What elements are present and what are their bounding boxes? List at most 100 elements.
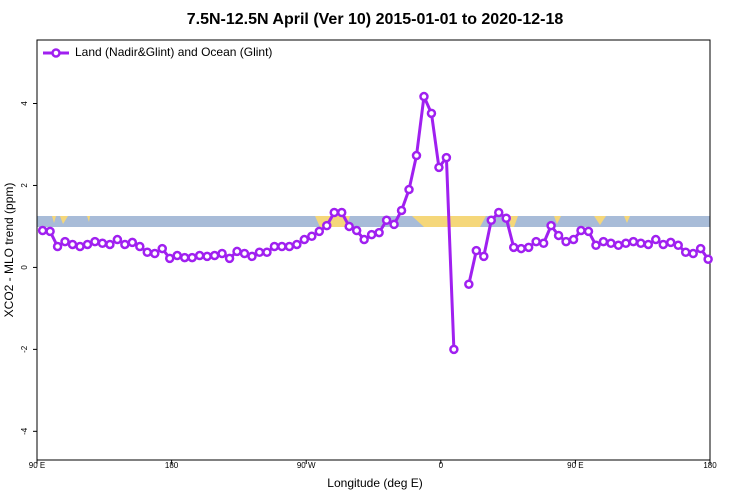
data-point xyxy=(97,238,108,248)
data-point xyxy=(628,236,639,247)
x-tick-label: 0 xyxy=(439,461,444,470)
data-point xyxy=(322,220,332,231)
y-tick-label: 4 xyxy=(20,101,29,106)
data-point xyxy=(82,239,93,250)
data-point xyxy=(494,207,504,218)
data-point xyxy=(374,227,384,238)
x-tick-label: 180 xyxy=(703,461,717,470)
data-point xyxy=(703,254,713,264)
data-point xyxy=(224,253,235,264)
data-point xyxy=(112,234,123,245)
data-point xyxy=(583,226,594,237)
data-point xyxy=(419,91,429,102)
data-point xyxy=(217,248,227,259)
data-point xyxy=(643,239,654,250)
data-point xyxy=(105,239,115,250)
chart-title: 7.5N-12.5N April (Ver 10) 2015-01-01 to … xyxy=(187,11,564,28)
data-point xyxy=(164,253,175,264)
x-tick-label: 90 E xyxy=(567,461,583,470)
data-point xyxy=(45,226,55,237)
data-point xyxy=(426,108,437,119)
data-point xyxy=(366,229,377,240)
data-point xyxy=(381,215,392,226)
data-point xyxy=(202,251,212,262)
data-point xyxy=(187,252,197,263)
legend-label: Land (Nadir&Glint) and Ocean (Glint) xyxy=(75,45,272,59)
data-point xyxy=(135,241,145,252)
data-point xyxy=(606,238,616,248)
data-point xyxy=(486,215,497,226)
data-point xyxy=(277,241,287,252)
data-point xyxy=(389,219,399,230)
data-point xyxy=(396,205,407,216)
data-point xyxy=(179,252,190,263)
data-point xyxy=(479,251,489,262)
data-point xyxy=(172,250,182,261)
data-point xyxy=(464,279,474,289)
data-point xyxy=(314,226,325,237)
data-point xyxy=(658,239,669,250)
data-point xyxy=(359,234,369,245)
data-point xyxy=(336,207,347,218)
y-tick-label: -4 xyxy=(20,427,29,435)
data-point xyxy=(523,242,534,253)
data-point xyxy=(688,248,698,259)
data-point xyxy=(613,240,624,251)
x-tick-label: 90 E xyxy=(29,461,45,470)
data-point xyxy=(516,243,526,254)
data-point xyxy=(673,240,683,251)
data-point xyxy=(75,241,85,252)
data-point xyxy=(351,225,362,236)
data-point xyxy=(636,238,646,248)
data-point xyxy=(651,234,661,245)
data-point xyxy=(67,239,78,250)
data-point xyxy=(508,242,519,253)
data-point xyxy=(546,220,556,231)
y-tick-label: 0 xyxy=(20,265,29,270)
data-point xyxy=(561,236,571,247)
x-tick-label: 90 W xyxy=(297,461,316,470)
y-tick-label: -2 xyxy=(20,345,29,353)
data-point xyxy=(501,213,511,223)
data-point xyxy=(553,230,564,241)
data-point xyxy=(307,231,317,242)
data-point xyxy=(232,246,242,257)
data-point xyxy=(434,162,444,173)
data-point xyxy=(60,236,70,247)
data-point xyxy=(142,247,153,258)
data-point xyxy=(531,236,541,247)
data-point xyxy=(665,237,676,248)
legend-marker xyxy=(51,48,61,58)
data-point xyxy=(37,225,48,236)
data-point xyxy=(695,243,706,254)
data-point xyxy=(404,184,414,195)
y-axis-label: XCO2 - MLO trend (ppm) xyxy=(2,183,16,318)
data-point xyxy=(194,250,205,261)
data-point xyxy=(262,247,272,258)
data-point xyxy=(538,238,549,248)
data-point xyxy=(120,239,130,250)
x-tick-label: 180 xyxy=(165,461,179,470)
data-point xyxy=(680,247,691,258)
data-point xyxy=(52,241,63,252)
data-point xyxy=(568,234,579,245)
data-point xyxy=(344,221,354,232)
data-point xyxy=(411,150,422,161)
data-point xyxy=(239,248,250,259)
y-tick-label: 2 xyxy=(20,183,29,188)
data-point xyxy=(209,250,220,261)
data-point xyxy=(576,225,586,236)
data-point xyxy=(247,251,257,262)
data-point xyxy=(621,238,631,248)
data-point xyxy=(441,152,452,163)
data-point xyxy=(292,239,302,250)
data-point xyxy=(127,237,138,248)
data-point xyxy=(284,241,295,252)
data-point xyxy=(90,236,100,247)
data-point xyxy=(449,344,459,355)
data-point xyxy=(329,207,339,218)
data-point xyxy=(150,248,160,259)
data-point xyxy=(254,247,265,258)
data-point xyxy=(471,245,482,256)
